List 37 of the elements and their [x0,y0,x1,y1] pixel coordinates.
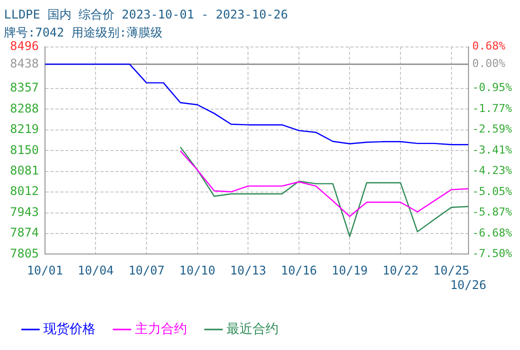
legend-label: 现货价格 [44,322,96,337]
y2-tick-label: -7.50% [472,247,512,260]
chart-title: LLDPE 国内 综合价 2023-10-01 - 2023-10-26 [4,7,288,22]
x-tick-label: 10/01 [26,264,63,278]
x-tick-label: 10/10 [179,264,216,278]
y2-tick-label: 0.00% [472,56,506,70]
chart-subtitle: 牌号:7042 用途级别:薄膜级 [4,26,163,40]
y2-tick-label: -4.23% [472,164,512,178]
y-tick-label: 8012 [10,184,39,198]
x-tick-label: 10/07 [128,264,165,278]
y-tick-label: 8288 [10,101,39,116]
y-tick-label: 8081 [10,163,39,178]
y2-tick-label: -0.95% [472,80,512,94]
y-tick-label: 8496 [10,38,39,53]
x-tick-label: 10/13 [230,264,266,278]
x-tick-label: 10/25 [433,264,470,278]
y-tick-label: 8438 [10,56,39,70]
y-tick-label: 7874 [10,226,39,240]
y2-tick-label: -6.68% [472,226,512,240]
y-tick-label: 7943 [10,204,39,219]
x-tick-label: 10/04 [78,264,114,278]
x-tick-label: 10/22 [382,264,419,278]
x-tick-label: 10/26 [450,278,486,292]
y2-tick-label: -5.05% [472,184,512,198]
y-tick-label: 8219 [10,122,39,136]
y2-tick-label: -2.59% [472,122,512,136]
legend-label: 最近合约 [226,322,278,337]
x-tick-label: 10/19 [332,264,368,278]
y2-tick-label: 0.68% [472,40,506,53]
y2-tick-label: -1.77% [472,102,512,115]
y2-tick-label: -3.41% [472,143,512,156]
y2-tick-label: -5.87% [472,206,512,219]
legend-label: 主力合约 [135,320,187,337]
y-tick-label: 8357 [10,80,39,95]
y-tick-label: 7805 [10,246,39,260]
y-tick-label: 8150 [10,142,39,157]
x-tick-label: 10/16 [280,264,317,278]
